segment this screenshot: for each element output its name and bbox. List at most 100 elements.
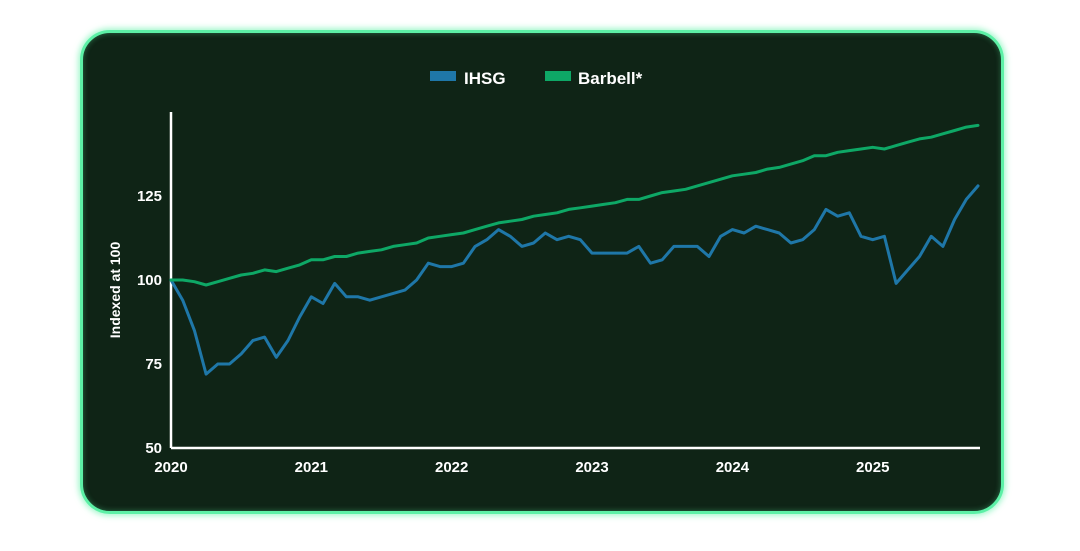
data-point [286,339,290,342]
data-point [731,174,734,177]
data-point [555,211,559,214]
data-point [275,356,278,359]
data-point [438,265,442,268]
data-point [204,372,208,376]
data-point [450,265,453,268]
data-point [696,184,699,188]
data-point [742,173,746,176]
data-point [415,278,418,282]
data-point [637,198,640,201]
y-tick-label: 125 [137,188,162,205]
data-point [310,295,313,298]
data-point [485,225,488,228]
data-point [894,144,898,147]
data-point [263,335,266,339]
data-point [333,255,336,258]
data-point [672,245,676,248]
data-point [532,215,535,218]
series-ihsg [169,184,980,376]
data-point [450,233,453,236]
data-point [918,255,921,258]
data-point [485,238,488,241]
data-point [614,251,617,255]
data-point [918,137,921,141]
data-point [696,245,699,248]
data-point [193,329,196,332]
data-point [169,278,173,282]
data-point [813,228,816,231]
data-point [380,248,383,251]
data-point [801,159,804,162]
data-point [859,235,863,238]
data-point [801,238,804,241]
y-tick-label: 100 [137,272,162,289]
data-point [625,198,629,201]
data-point [473,228,477,231]
data-point [871,146,874,149]
data-point [824,208,828,211]
data-point [614,201,617,204]
data-point [555,238,559,241]
data-point [859,147,863,151]
data-point [848,149,851,152]
data-point [356,251,360,255]
data-point [497,221,500,225]
data-point [766,167,769,171]
data-point [193,280,196,283]
data-point [321,258,325,261]
data-point [661,258,664,261]
data-point [333,282,336,285]
data-point [894,282,898,285]
y-tick-label: 50 [145,440,162,457]
series-layer [169,123,980,376]
data-point [392,245,395,248]
series-line [169,123,980,287]
legend-swatch [430,71,456,81]
data-point [216,280,219,283]
data-point [544,231,547,235]
data-point [754,225,757,228]
data-point [345,255,348,258]
data-point [661,191,664,194]
y-tick-labels: 50 75 100 125 [137,188,162,457]
data-point [778,231,781,235]
data-point [567,235,570,238]
data-point [228,277,231,280]
data-point [415,241,418,245]
data-point [590,204,594,208]
data-point [602,203,605,206]
data-point [649,262,652,265]
x-tick-label: 2025 [856,459,889,476]
data-point [976,184,980,188]
data-point [930,235,933,238]
data-point [579,238,582,241]
data-point [965,125,968,129]
data-point [719,178,722,181]
data-point [216,362,219,366]
data-point [368,299,371,302]
data-point [579,206,582,209]
data-point [368,250,371,253]
data-point [298,315,301,319]
legend-label: IHSG [464,69,506,88]
data-point [672,189,676,193]
data-point [813,154,816,157]
legend-item: Barbell* [545,69,643,88]
data-point [789,162,793,166]
data-point [263,268,266,272]
data-point [836,151,839,154]
data-point [684,245,687,248]
chart-card [80,30,1004,514]
data-point [754,171,757,174]
y-axis-title: Indexed at 100 [107,242,123,339]
data-point [906,268,909,272]
legend-swatch [545,71,571,81]
data-point [251,272,255,275]
data-point [778,166,781,169]
data-point [509,220,512,223]
data-point [883,235,886,238]
data-point [824,154,828,157]
data-point [427,262,430,265]
data-point [789,241,793,245]
